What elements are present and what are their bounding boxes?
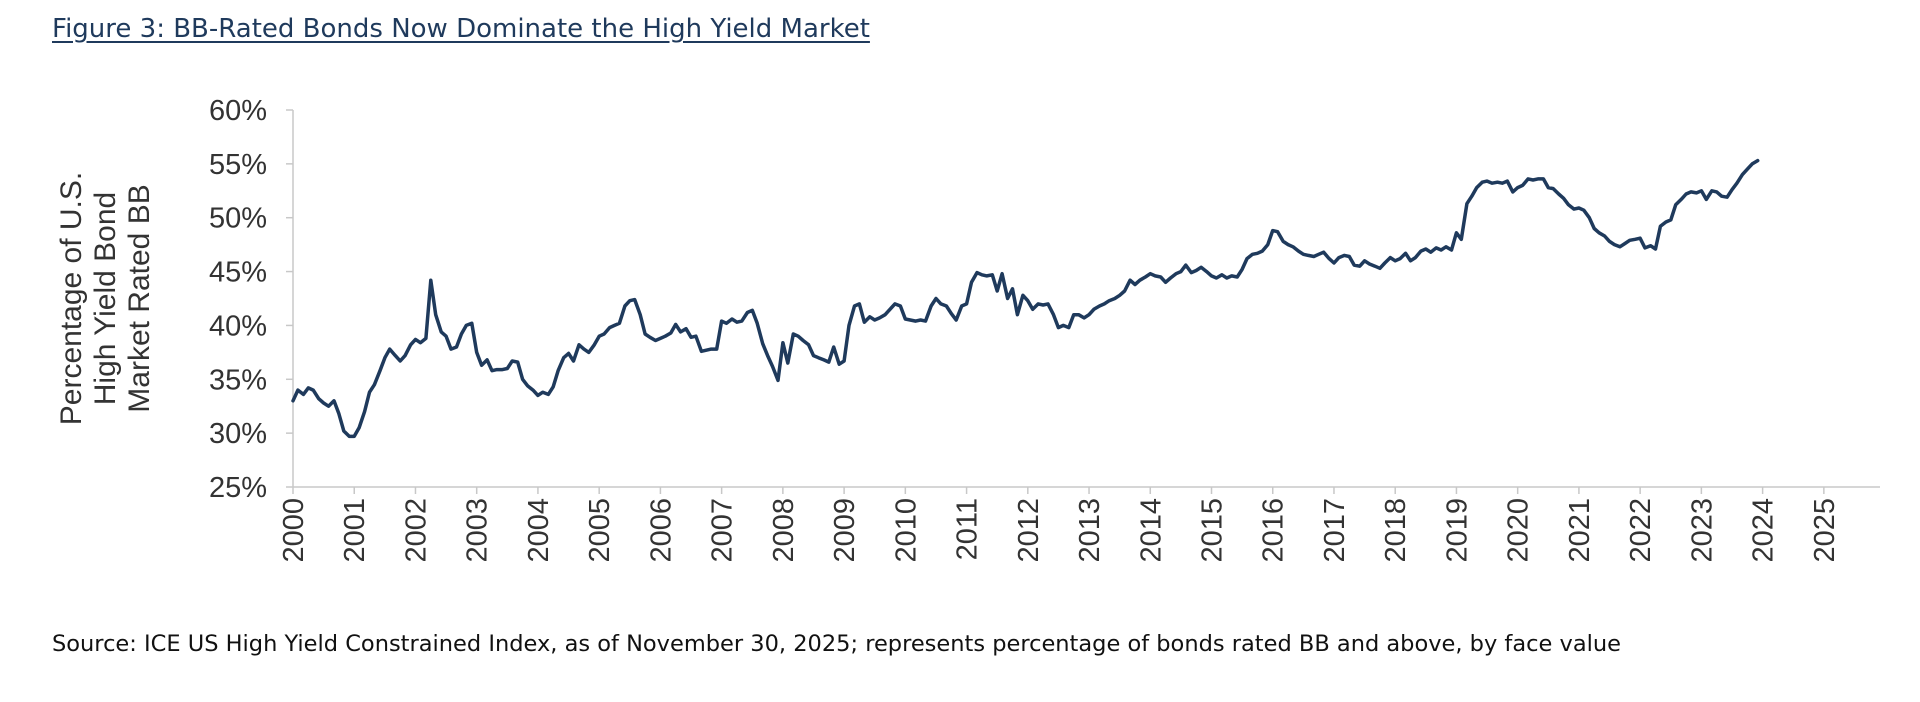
x-tick-label: 2000 [278,498,310,563]
y-axis-title-line: High Yield Bond [89,192,122,406]
x-tick-label: 2018 [1380,498,1412,563]
x-tick-label: 2006 [645,498,677,563]
x-tick-label: 2004 [523,498,555,563]
x-tick-label: 2021 [1564,498,1596,563]
x-tick-label: 2024 [1748,498,1780,563]
source-note: Source: ICE US High Yield Constrained In… [52,631,1621,657]
x-tick-label: 2010 [890,498,922,563]
x-tick-label: 2015 [1197,498,1229,563]
y-tick-label: 40% [209,310,267,342]
y-tick-label: 55% [209,149,267,181]
y-tick-label: 35% [209,364,267,396]
x-axis: 2000 2001 2002 2003 2004 2005 2006 2007 2008 2009… [278,486,1880,563]
x-tick-label: 2020 [1503,498,1535,563]
x-tick-label: 2017 [1319,498,1351,563]
x-tick-label: 2022 [1625,498,1657,563]
y-axis-label: Percentage of U.S.High Yield BondMarket … [55,172,156,425]
x-tick-label: 2005 [584,498,616,563]
x-tick-label: 2025 [1809,498,1841,563]
x-tick-label: 2007 [707,498,739,563]
line-chart: Percentage of U.S.High Yield BondMarket … [55,95,1880,563]
y-tick-label: 45% [209,257,267,289]
y-tick-label: 50% [209,203,267,235]
x-tick-label: 2011 [952,498,984,560]
x-tick-label: 2009 [829,498,861,563]
x-tick-label: 2013 [1074,498,1106,563]
figure-title: Figure 3: BB-Rated Bonds Now Dominate th… [52,14,870,44]
x-tick-label: 2001 [339,498,371,563]
x-tick-label: 2012 [1013,498,1045,563]
y-axis-title: Percentage of U.S.High Yield BondMarket … [55,172,156,425]
x-tick-label: 2002 [400,498,432,563]
y-axis-title-line: Market Rated BB [123,184,156,412]
y-axis-title-line: Percentage of U.S. [55,172,88,425]
x-tick-label: 2016 [1258,498,1290,563]
x-tick-label: 2003 [462,498,494,563]
y-tick-label: 30% [209,418,267,450]
y-tick-label: 60% [209,95,267,127]
series-group [291,158,1760,439]
x-tick-label: 2019 [1441,498,1473,563]
x-tick-label: 2008 [768,498,800,563]
y-tick-label: 25% [209,472,267,504]
x-tick-label: 2014 [1135,498,1167,563]
series-line [291,158,1760,439]
x-tick-label: 2023 [1686,498,1718,563]
y-axis: 25% 30% 35% 40% 45% 50% 55% 60% [209,95,294,504]
